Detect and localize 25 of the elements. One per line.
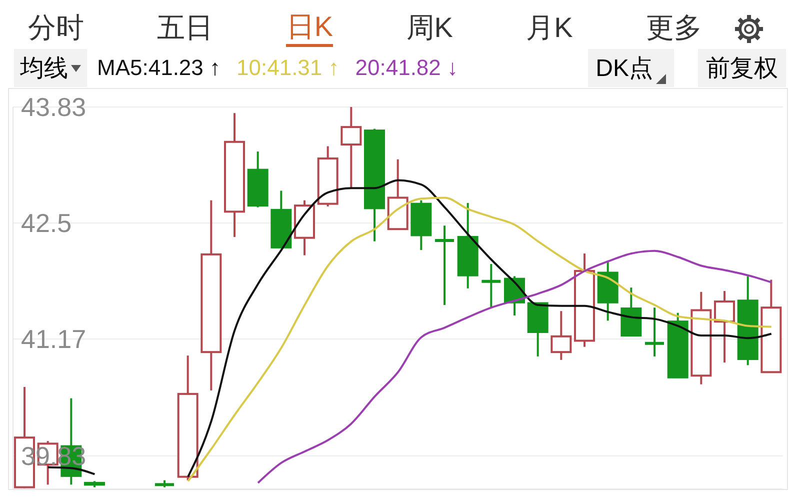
text: 20:41.82 ↓	[355, 55, 458, 81]
text: 更多	[646, 11, 702, 45]
candlestick	[690, 290, 712, 386]
candlestick	[457, 202, 478, 290]
text: 均线	[14, 49, 87, 87]
text: 前复权	[698, 49, 786, 87]
y-tick-label: 41.17	[21, 324, 86, 354]
candlestick	[200, 199, 222, 392]
text: 五日	[157, 11, 214, 45]
text: 月K	[526, 11, 573, 45]
line-series	[187, 196, 772, 482]
y-tick-label: 43.83	[21, 92, 86, 122]
candlestick	[597, 260, 618, 322]
candlestick	[340, 107, 362, 190]
text: 日K	[286, 10, 334, 46]
text: 分时	[28, 11, 84, 45]
candlestick	[224, 112, 245, 238]
y-tick-label: 42.5	[21, 208, 72, 238]
text: MA5:41.23 ↑	[97, 55, 221, 81]
text: DK点	[588, 49, 674, 87]
line-series	[257, 250, 772, 484]
text: 10:41.31 ↑	[236, 55, 340, 81]
candlestick	[714, 290, 735, 364]
candlestick	[574, 252, 595, 348]
text: 周K	[406, 11, 453, 45]
